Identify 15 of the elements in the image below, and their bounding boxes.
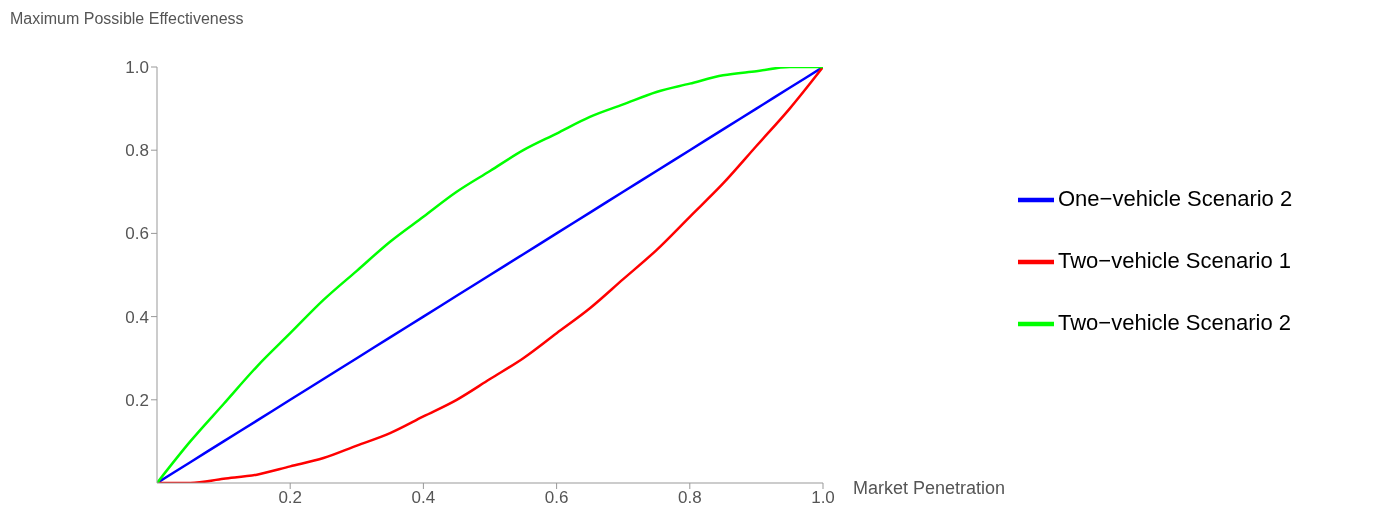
y-tick-label: 0.8: [125, 141, 149, 161]
legend-label: Two−vehicle Scenario 1: [1058, 247, 1291, 273]
y-tick-label: 0.2: [125, 390, 149, 410]
y-tick-label: 0.4: [125, 307, 149, 327]
legend-label: One−vehicle Scenario 2: [1058, 185, 1293, 211]
x-tick-label: 0.8: [677, 488, 702, 508]
y-axis-title: Maximum Possible Effectiveness: [10, 10, 244, 28]
y-tick-label: 0.6: [125, 224, 149, 244]
y-tick-label: 1.0: [125, 58, 149, 78]
x-axis-title: Market Penetration: [853, 478, 1006, 499]
x-tick-label: 0.6: [544, 488, 569, 508]
x-tick-label: 0.4: [411, 488, 436, 508]
legend-label: Two−vehicle Scenario 2: [1058, 309, 1291, 335]
x-tick-label: 1.0: [811, 488, 835, 508]
x-tick-label: 0.2: [278, 488, 303, 508]
